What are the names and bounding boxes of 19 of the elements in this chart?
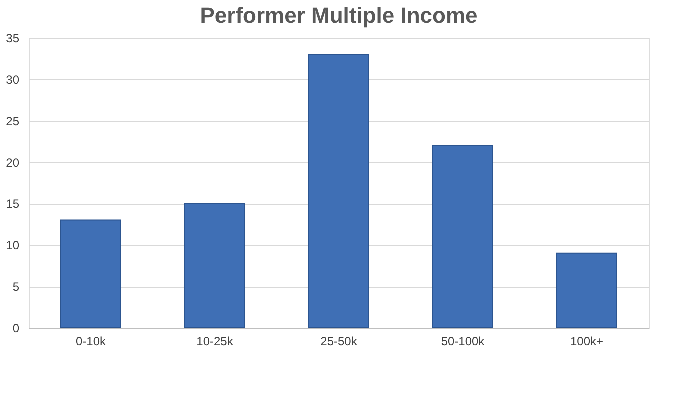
chart-title: Performer Multiple Income [200, 3, 478, 28]
y-tick-label: 35 [6, 32, 20, 46]
y-tick-label: 25 [6, 114, 20, 128]
bar [432, 145, 494, 328]
x-tick-label: 100k+ [570, 334, 604, 348]
y-tick-label: 30 [6, 72, 20, 87]
bar [184, 203, 246, 328]
bar [60, 220, 122, 328]
bar [556, 252, 618, 328]
y-tick-label: 0 [12, 322, 20, 336]
x-tick-label: 50-100k [441, 334, 486, 348]
y-tick-label: 5 [12, 280, 20, 294]
bar [308, 54, 370, 328]
x-tick-label: 0-10k [76, 334, 107, 348]
y-tick-label: 20 [6, 156, 20, 170]
x-tick-label: 10-25k [196, 334, 234, 348]
y-tick-label: 15 [6, 197, 20, 212]
y-tick-label: 10 [6, 238, 20, 253]
x-tick-label: 25-50k [320, 334, 358, 348]
